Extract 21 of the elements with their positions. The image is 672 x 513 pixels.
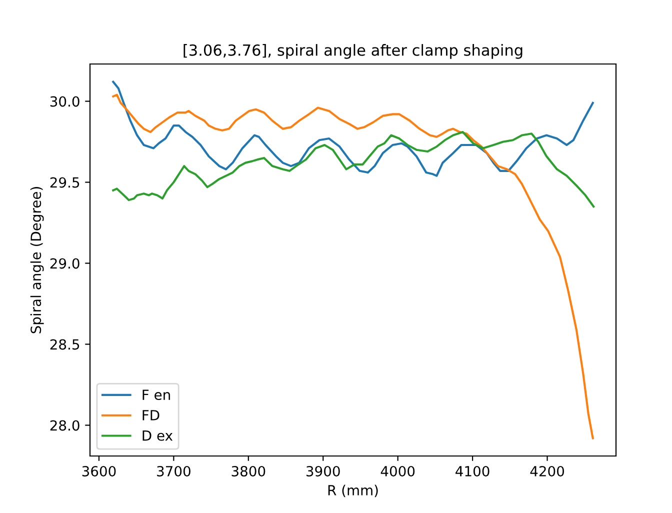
x-tick-label: 4100 [456,466,490,476]
chart-title: [3.06,3.76], spiral angle after clamp shaping [184,44,522,59]
x-tick-label: 4000 [380,466,415,476]
x-tick-label: 3900 [306,466,340,476]
x-tick-label: 3700 [157,466,190,476]
y-tick-label: 28.0 [50,420,80,431]
y-tick-label: 28.5 [50,339,80,350]
legend-label: F en [142,390,170,400]
legend-label: D ex [142,430,173,441]
x-tick-label: 3600 [82,466,116,476]
line-series [112,94,594,440]
line-series [112,130,595,208]
y-tick-label: 29.0 [50,258,80,269]
x-tick-label: 4200 [530,466,564,476]
y-tick-label: 29.5 [50,177,80,188]
legend-label: FD [142,410,160,420]
x-axis-title: R (mm) [328,484,378,498]
y-axis-title: Spiral angle (Degree) [30,187,44,334]
y-tick-label: 30.0 [50,96,80,107]
x-tick-label: 3800 [232,466,266,476]
line-series [112,80,594,177]
